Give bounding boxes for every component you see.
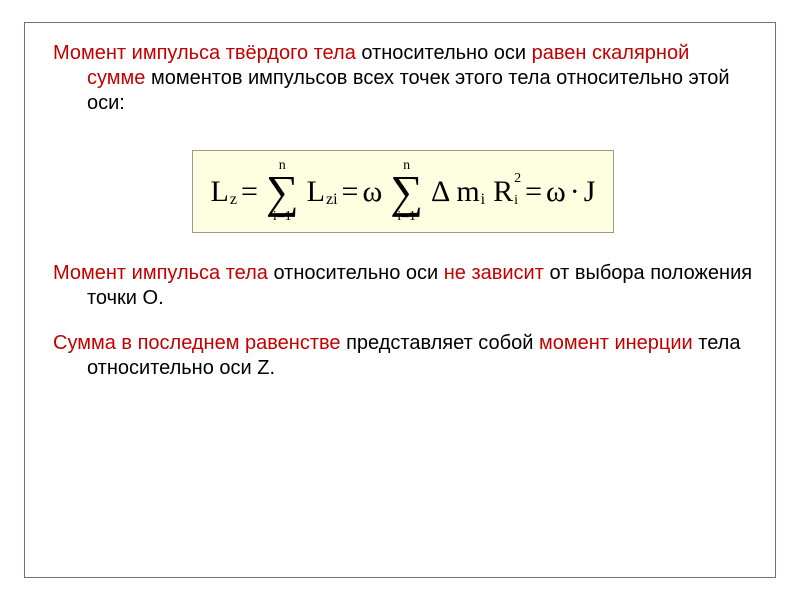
- eq-mi: m i: [456, 175, 485, 209]
- eq-equals-2: =: [342, 175, 359, 209]
- eq-R-sub-i: i: [514, 194, 521, 208]
- sigma-icon: ∑: [390, 171, 423, 212]
- eq-dot: ·: [570, 175, 580, 209]
- eq-Lzi: L zi: [307, 175, 338, 209]
- eq-omega-1: ω: [362, 175, 382, 209]
- equation-container: L z = n ∑ i=1 L zi = ω: [53, 150, 753, 233]
- paragraph-1: Момент импульса твёрдого тела относитель…: [53, 41, 753, 116]
- eq-Delta: Δ: [431, 175, 450, 209]
- p1-phrase-1: Момент импульса твёрдого тела: [53, 42, 356, 64]
- p2-phrase-1: Момент импульса тела: [53, 262, 268, 284]
- eq-J: J: [584, 175, 596, 209]
- p1-phrase-4: моментов импульсов всех точек этого тела…: [87, 67, 730, 114]
- eq-equals-1: =: [241, 175, 258, 209]
- p1-phrase-2: относительно оси: [356, 42, 532, 64]
- paragraph-3: Сумма в последнем равенстве представляет…: [53, 331, 753, 381]
- eq-sum2-lower: i=1: [397, 210, 416, 224]
- eq-L-sub-z: z: [230, 191, 237, 209]
- eq-R-supsub: 2 i: [514, 178, 521, 206]
- p3-phrase-1: Сумма в последнем равенстве: [53, 332, 341, 354]
- eq-equals-3: =: [525, 175, 542, 209]
- eq-sum-2: n ∑ i=1: [390, 159, 423, 224]
- equation: L z = n ∑ i=1 L zi = ω: [211, 159, 596, 224]
- spacer: [53, 136, 753, 142]
- eq-R: R: [493, 175, 513, 209]
- eq-m: m: [456, 175, 479, 209]
- slide: Момент импульса твёрдого тела относитель…: [0, 0, 800, 600]
- eq-Lz: L z: [211, 175, 237, 209]
- eq-Lzi-L: L: [307, 175, 325, 209]
- p3-phrase-2: представляет собой: [341, 332, 539, 354]
- eq-m-sub-i: i: [481, 191, 485, 209]
- eq-sum-1: n ∑ i=1: [266, 159, 299, 224]
- p2-phrase-2: относительно оси: [268, 262, 444, 284]
- eq-R-sup-2: 2: [514, 172, 521, 186]
- equation-box: L z = n ∑ i=1 L zi = ω: [192, 150, 615, 233]
- eq-Ri2: R 2 i: [493, 175, 521, 209]
- eq-L: L: [211, 175, 229, 209]
- p3-phrase-3: момент инерции: [539, 332, 693, 354]
- content-frame: Момент импульса твёрдого тела относитель…: [24, 22, 776, 578]
- eq-Lzi-sub: zi: [326, 191, 338, 209]
- eq-omega-2: ω: [546, 175, 566, 209]
- paragraph-2: Момент импульса тела относительно оси не…: [53, 261, 753, 311]
- eq-sum1-lower: i=1: [273, 210, 292, 224]
- p2-phrase-3: не зависит: [444, 262, 544, 284]
- sigma-icon: ∑: [266, 171, 299, 212]
